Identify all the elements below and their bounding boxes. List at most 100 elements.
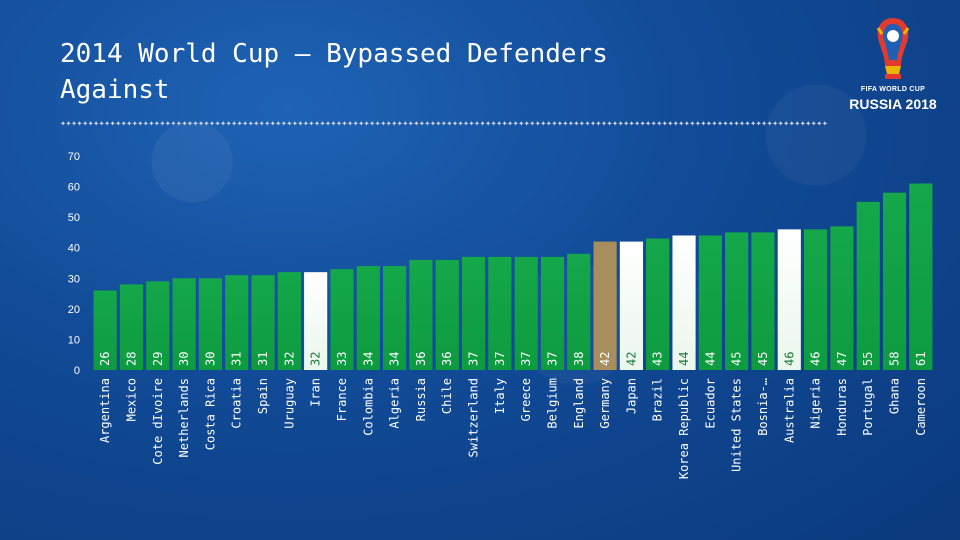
y-tick-label: 60 bbox=[68, 182, 80, 194]
bar bbox=[198, 278, 222, 370]
bar bbox=[698, 235, 722, 370]
x-tick-label: Chile bbox=[440, 378, 454, 414]
data-label: 32 bbox=[309, 352, 323, 366]
x-tick-label: Algeria bbox=[388, 378, 402, 429]
divider: ✦✦✦✦✦✦✦✦✦✦✦✦✦✦✦✦✦✦✦✦✦✦✦✦✦✦✦✦✦✦✦✦✦✦✦✦✦✦✦✦… bbox=[60, 118, 828, 129]
x-tick-label: Italy bbox=[493, 378, 507, 414]
bar bbox=[882, 192, 907, 370]
bar bbox=[751, 232, 775, 370]
x-tick-label: United States bbox=[730, 378, 744, 472]
bar bbox=[909, 183, 933, 370]
x-tick-label: England bbox=[572, 378, 586, 429]
data-label: 61 bbox=[914, 352, 928, 366]
data-label: 42 bbox=[598, 352, 612, 366]
y-tick-label: 10 bbox=[68, 334, 80, 346]
x-tick-label: Costa Rica bbox=[203, 378, 217, 450]
bar bbox=[146, 281, 170, 370]
x-tick-label: Mexico bbox=[124, 378, 138, 421]
data-label: 34 bbox=[388, 352, 402, 366]
bar bbox=[330, 269, 354, 370]
x-tick-label: Iran bbox=[309, 378, 323, 407]
data-label: 37 bbox=[545, 352, 559, 366]
bar bbox=[119, 284, 144, 370]
data-label: 38 bbox=[572, 352, 586, 366]
bar bbox=[567, 253, 591, 370]
bar bbox=[225, 275, 249, 370]
data-label: 44 bbox=[703, 352, 717, 366]
x-tick-label: Spain bbox=[256, 378, 270, 414]
x-tick-label: Ghana bbox=[888, 378, 902, 414]
x-tick-label: Russia bbox=[414, 378, 428, 421]
bar bbox=[804, 229, 828, 370]
data-label: 46 bbox=[782, 352, 796, 366]
logo-line1: FIFA WORLD CUP bbox=[860, 86, 926, 93]
data-label: 37 bbox=[519, 352, 533, 366]
x-tick-label: Germany bbox=[598, 378, 612, 429]
data-label: 32 bbox=[282, 352, 296, 366]
bar bbox=[646, 238, 670, 370]
data-label: 43 bbox=[651, 352, 665, 366]
x-tick-label: Argentina bbox=[98, 378, 112, 443]
bar bbox=[409, 259, 433, 370]
bar bbox=[172, 278, 196, 370]
bar bbox=[461, 256, 486, 370]
bar bbox=[856, 201, 880, 370]
x-tick-label: Croatia bbox=[230, 378, 244, 429]
data-label: 47 bbox=[835, 352, 849, 366]
data-label: 55 bbox=[861, 352, 875, 366]
bar bbox=[514, 256, 538, 370]
data-label: 42 bbox=[624, 352, 638, 366]
y-tick-label: 30 bbox=[68, 273, 80, 285]
x-tick-label: Uruguay bbox=[282, 378, 296, 429]
bar bbox=[777, 229, 801, 370]
x-tick-label: Ecuador bbox=[703, 378, 717, 429]
bar bbox=[383, 266, 407, 370]
chart-title: 2014 World Cup – Bypassed Defenders Agai… bbox=[60, 39, 608, 105]
x-tick-label: Brazil bbox=[651, 378, 665, 421]
x-tick-label: Cameroon bbox=[914, 378, 928, 436]
bar bbox=[725, 232, 749, 370]
bar bbox=[277, 272, 301, 370]
bar bbox=[830, 226, 854, 370]
x-tick-label: Netherlands bbox=[177, 378, 191, 457]
data-label: 34 bbox=[361, 352, 375, 366]
logo-line2: RUSSIA 2018 bbox=[849, 96, 937, 112]
x-tick-label: Cote dIvoire bbox=[151, 378, 165, 465]
bar bbox=[488, 256, 512, 370]
data-label: 29 bbox=[151, 352, 165, 366]
data-label: 33 bbox=[335, 352, 349, 366]
x-tick-label: Portugal bbox=[861, 378, 875, 436]
bar bbox=[304, 272, 328, 370]
data-label: 28 bbox=[124, 352, 138, 366]
trophy-icon bbox=[876, 18, 910, 79]
data-label: 46 bbox=[809, 352, 823, 366]
bar bbox=[93, 290, 117, 370]
y-tick-label: 0 bbox=[74, 365, 80, 377]
data-label: 37 bbox=[493, 352, 507, 366]
x-tick-label: Switzerland bbox=[467, 378, 481, 457]
data-label: 31 bbox=[256, 352, 270, 366]
world-cup-logo: FIFA WORLD CUP RUSSIA 2018 bbox=[838, 14, 948, 114]
bar bbox=[356, 266, 380, 370]
data-label: 58 bbox=[888, 352, 902, 366]
data-label: 26 bbox=[98, 352, 112, 366]
x-tick-label: Greece bbox=[519, 378, 533, 421]
x-tick-label: Belgium bbox=[545, 378, 559, 429]
x-tick-label: Honduras bbox=[835, 378, 849, 436]
data-label: 30 bbox=[203, 352, 217, 366]
x-tick-label: Bosnia-… bbox=[756, 378, 770, 436]
y-tick-label: 70 bbox=[68, 151, 80, 163]
x-tick-label: Australia bbox=[782, 378, 796, 443]
x-tick-label: Nigeria bbox=[809, 378, 823, 429]
bar bbox=[619, 241, 643, 370]
bar bbox=[435, 259, 459, 370]
data-label: 45 bbox=[756, 352, 770, 366]
bar bbox=[251, 275, 275, 370]
x-tick-label: Korea Republic bbox=[677, 378, 691, 479]
data-label: 30 bbox=[177, 352, 191, 366]
bar bbox=[540, 256, 565, 370]
y-tick-label: 50 bbox=[68, 212, 80, 224]
y-tick-label: 20 bbox=[68, 304, 80, 316]
data-label: 36 bbox=[440, 352, 454, 366]
x-tick-label: Japan bbox=[624, 378, 638, 414]
